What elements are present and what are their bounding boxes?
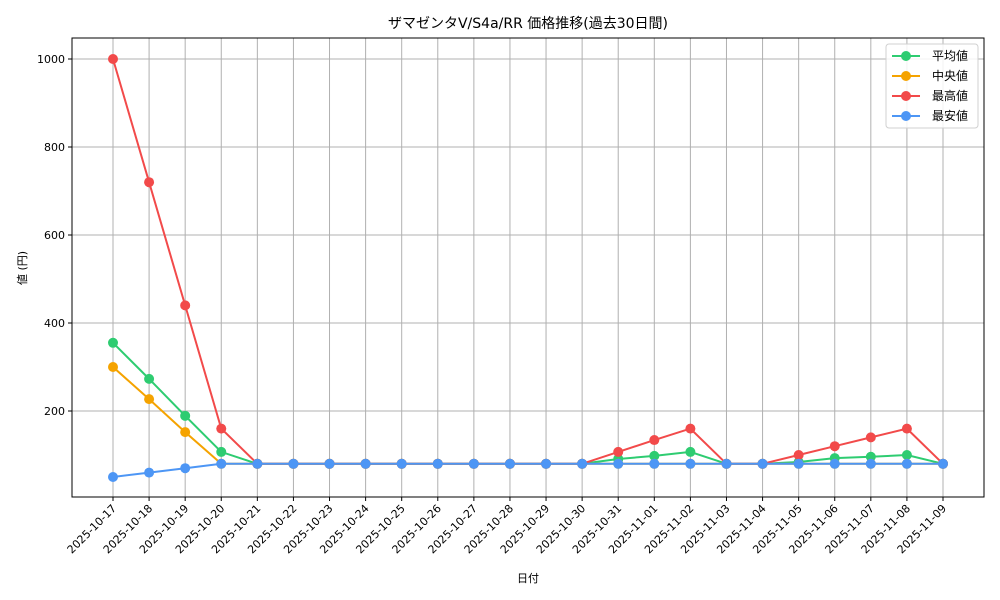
data-series (108, 54, 948, 482)
series-line (112, 58, 944, 465)
data-point (829, 441, 840, 452)
data-point (757, 458, 768, 469)
data-point (180, 427, 191, 438)
data-point (685, 446, 696, 457)
data-point (613, 446, 624, 457)
y-tick-label: 400 (44, 317, 65, 330)
data-point (432, 458, 443, 469)
legend-label: 平均値 (932, 48, 968, 63)
data-point (468, 458, 479, 469)
data-point (216, 458, 227, 469)
legend-label: 最安値 (932, 108, 968, 123)
data-point (144, 467, 155, 478)
x-axis: 2025-10-172025-10-182025-10-192025-10-20… (65, 497, 949, 556)
y-axis-label: 値 (円) (16, 251, 29, 285)
data-point (144, 373, 155, 384)
x-axis-label: 日付 (517, 572, 539, 585)
y-tick-label: 200 (44, 405, 65, 418)
data-point (108, 362, 118, 372)
data-point (829, 458, 840, 469)
data-point (865, 458, 876, 469)
data-point (180, 300, 191, 311)
y-tick-label: 600 (44, 229, 65, 242)
grid-lines (72, 38, 984, 497)
data-point (577, 458, 588, 469)
data-point (649, 435, 660, 446)
data-point (793, 458, 804, 469)
data-point (901, 450, 912, 460)
data-point (901, 423, 912, 434)
y-axis: 200 400 600 800 1000 (37, 53, 72, 418)
legend-marker-icon (901, 111, 911, 121)
data-point (360, 458, 371, 469)
data-point (504, 458, 515, 469)
data-point (865, 432, 876, 443)
data-point (865, 451, 876, 462)
data-point (685, 458, 696, 469)
data-point (613, 458, 624, 469)
data-point (649, 450, 660, 461)
data-point (721, 458, 732, 469)
data-point (288, 458, 299, 469)
y-tick-label: 1000 (37, 53, 65, 66)
data-point (649, 458, 660, 469)
data-point (901, 458, 912, 469)
legend-marker-icon (901, 51, 911, 61)
data-point (252, 458, 263, 469)
chart-title: ザマゼンタV/S4a/RR 価格推移(過去30日間) (388, 16, 668, 32)
data-point (793, 450, 804, 460)
data-point (216, 423, 227, 434)
series-line (112, 462, 943, 478)
data-point (180, 410, 191, 421)
legend-label: 中央値 (932, 68, 968, 83)
data-point (324, 458, 335, 469)
data-point (541, 458, 552, 469)
legend-label: 最高値 (932, 88, 968, 103)
data-point (180, 463, 191, 474)
data-point (108, 337, 118, 348)
legend-marker-icon (901, 91, 911, 101)
legend-box (885, 43, 979, 129)
y-tick-label: 800 (44, 141, 65, 154)
data-point (108, 54, 118, 64)
data-point (938, 458, 948, 469)
data-point (108, 472, 118, 482)
data-point (144, 177, 155, 188)
series-最高値 (108, 54, 948, 469)
legend-marker-icon (901, 71, 911, 81)
series-中央値 (108, 362, 948, 469)
data-point (396, 458, 407, 469)
plot-frame (71, 37, 985, 498)
data-point (685, 423, 696, 434)
data-point (216, 446, 227, 457)
data-point (144, 394, 155, 405)
series-最安値 (108, 458, 948, 482)
